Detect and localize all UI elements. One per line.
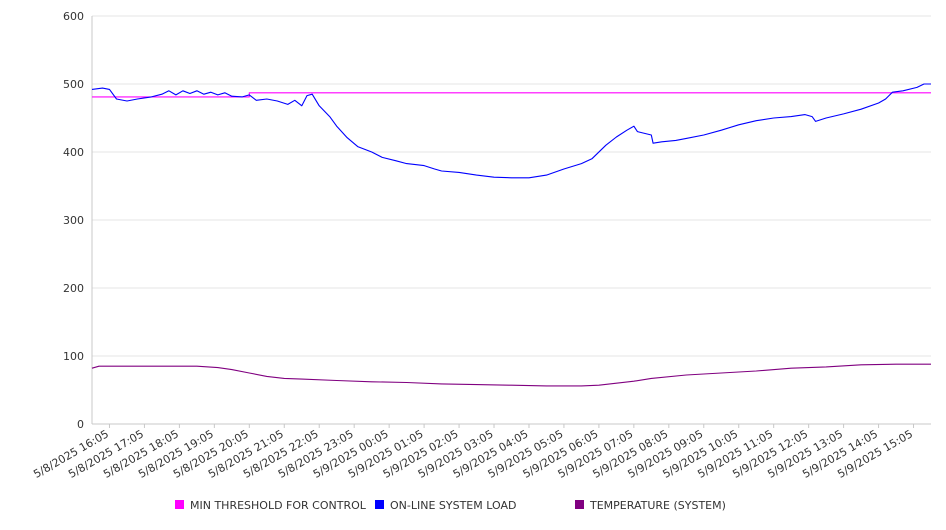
axes — [91, 16, 931, 428]
y-tick-label: 400 — [63, 146, 84, 159]
legend-swatch — [575, 500, 584, 509]
x-tick-labels: 5/8/2025 16:055/8/2025 17:055/8/2025 18:… — [31, 427, 915, 481]
series-line-on-line-system-load — [91, 83, 931, 179]
legend: MIN THRESHOLD FOR CONTROL ON-LINE SYSTEM … — [175, 499, 726, 512]
y-tick-labels: 0 100 200 300 400 500 600 — [63, 10, 84, 431]
gridlines — [92, 15, 931, 357]
y-tick-label: 100 — [63, 350, 84, 363]
series-lines — [91, 83, 931, 387]
y-tick-label: 600 — [63, 10, 84, 23]
y-tick-label: 300 — [63, 214, 84, 227]
legend-label: MIN THRESHOLD FOR CONTROL — [190, 499, 367, 512]
y-tick-label: 500 — [63, 78, 84, 91]
legend-label: TEMPERATURE (SYSTEM) — [589, 499, 726, 512]
series-line-temperature-system — [91, 363, 931, 387]
y-tick-label: 200 — [63, 282, 84, 295]
legend-swatch — [175, 500, 184, 509]
y-tick-label: 0 — [77, 418, 84, 431]
legend-label: ON-LINE SYSTEM LOAD — [390, 499, 516, 512]
legend-swatch — [375, 500, 384, 509]
